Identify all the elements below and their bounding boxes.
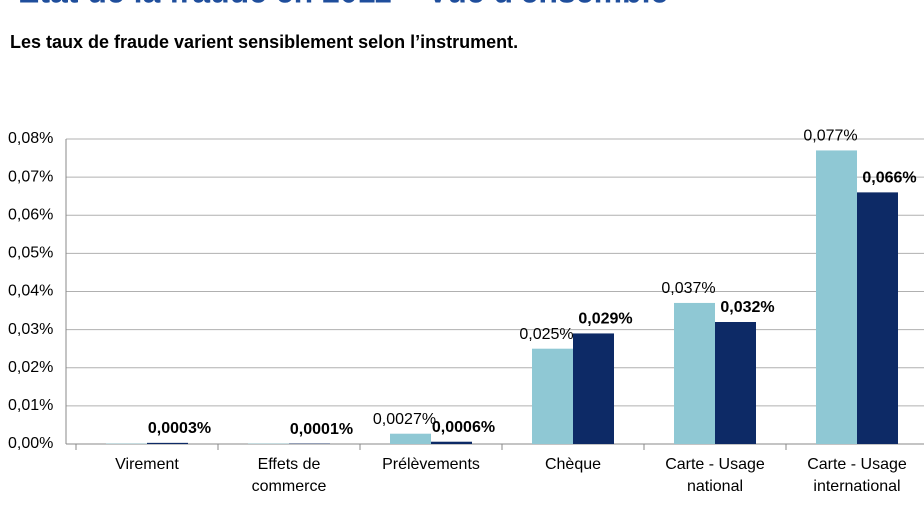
value-label: 0,0027% <box>373 411 436 428</box>
x-tick-label: Carte - Usage national <box>665 456 765 495</box>
y-tick-label: 0,01% <box>8 397 53 414</box>
y-tick-label: 0,03% <box>8 321 53 338</box>
value-label: 0,077% <box>803 128 857 145</box>
y-tick-label: 0,06% <box>8 206 53 223</box>
value-label: 0,032% <box>720 299 774 316</box>
value-label: 0,025% <box>519 326 573 343</box>
value-label: 0,0006% <box>432 419 495 436</box>
y-tick-label: 0,00% <box>8 435 53 452</box>
x-tick-label: Virement <box>115 456 179 473</box>
value-label: 0,0001% <box>290 421 353 438</box>
bar <box>147 442 188 444</box>
chart-title: Etat de la fraude en 2011 – Vue d'ensemb… <box>18 0 668 9</box>
y-tick-label: 0,04% <box>8 283 53 300</box>
x-tick-label: Carte - Usage international <box>807 456 907 495</box>
bar <box>532 348 573 444</box>
bar <box>390 433 431 444</box>
bar <box>573 333 614 444</box>
x-tick-label: Effets de commerce <box>251 456 327 495</box>
bar <box>674 302 715 444</box>
bar <box>857 192 898 444</box>
bar <box>431 441 472 444</box>
value-label: 0,066% <box>862 170 916 187</box>
y-tick-label: 0,02% <box>8 359 53 376</box>
y-tick-label: 0,08% <box>8 130 53 147</box>
x-tick-label: Chèque <box>544 456 602 473</box>
chart-subtitle: Les taux de fraude varient sensiblement … <box>10 32 518 52</box>
x-tick-label: Prélèvements <box>382 456 480 473</box>
y-tick-label: 0,05% <box>8 245 53 262</box>
y-tick-label: 0,07% <box>8 168 53 185</box>
value-label: 0,037% <box>661 280 715 297</box>
value-label: 0,029% <box>578 311 632 328</box>
bar <box>715 322 756 444</box>
bar <box>816 150 857 444</box>
value-label: 0,0003% <box>148 420 211 437</box>
